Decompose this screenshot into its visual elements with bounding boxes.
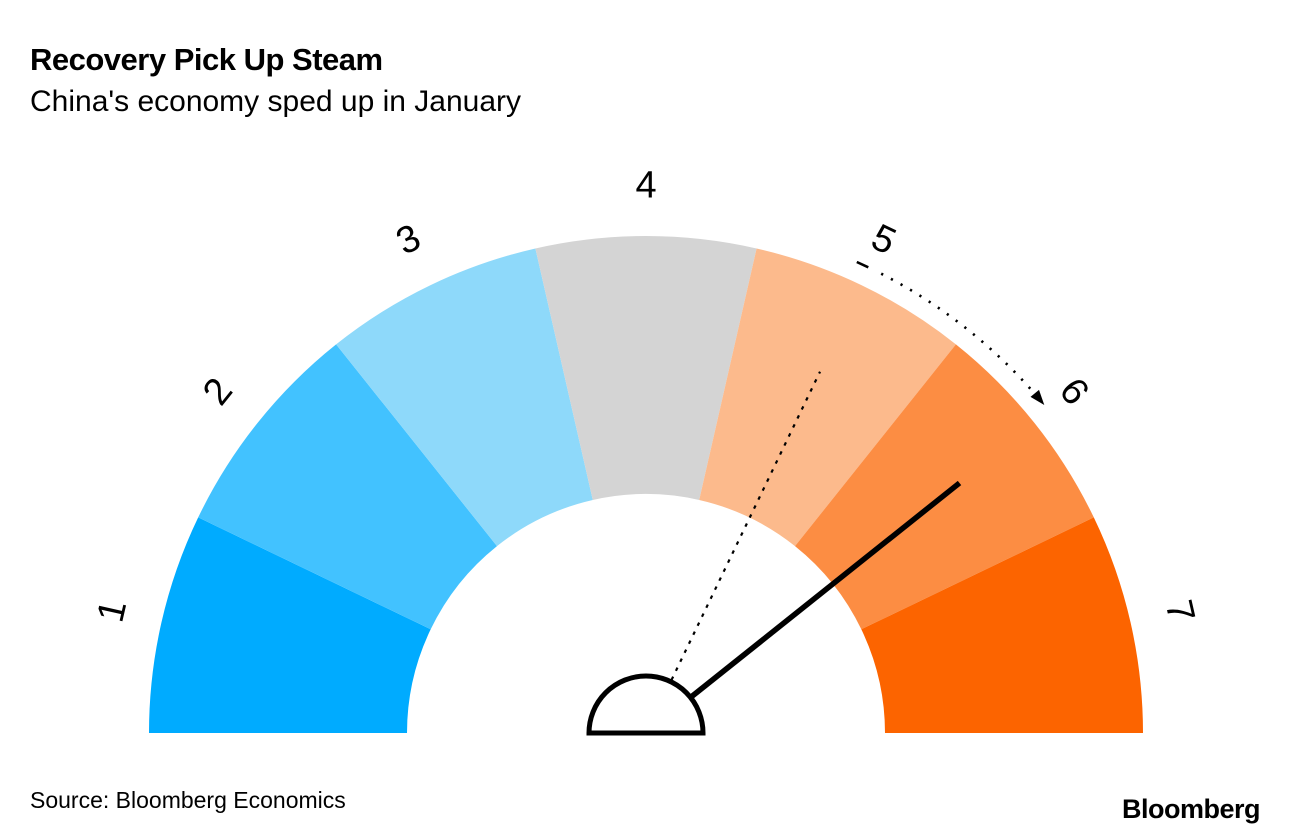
gauge-label-5: 5 [865,216,902,263]
gauge-label-2: 2 [195,370,241,413]
gauge-label-4: 4 [635,165,656,207]
gauge-label-7: 7 [1157,596,1203,626]
chart-subtitle: China's economy sped up in January [30,85,522,118]
source-note: Source: Bloomberg Economics [30,787,346,813]
movement-arrow-start-dash [856,260,869,269]
needle-previous-reading [670,371,821,681]
gauge-label-6: 6 [1051,370,1097,413]
needle-hub [586,673,706,736]
gauge-label-3: 3 [390,216,427,263]
gauge-segment-4 [535,236,757,500]
bloomberg-logo: Bloomberg [1121,794,1261,824]
movement-arrow-arc [880,272,1037,396]
gauge-segment-3 [336,248,593,547]
gauge-segment-1 [149,517,431,733]
chart-title: Recovery Pick Up Steam [30,42,383,77]
movement-arrowhead [1030,389,1045,405]
gauge-label-1: 1 [90,596,136,626]
needle-current-reading [690,480,962,699]
gauge-segment-2 [198,344,497,630]
gauge-segment-5 [699,248,956,547]
gauge-segment-7 [861,517,1143,733]
